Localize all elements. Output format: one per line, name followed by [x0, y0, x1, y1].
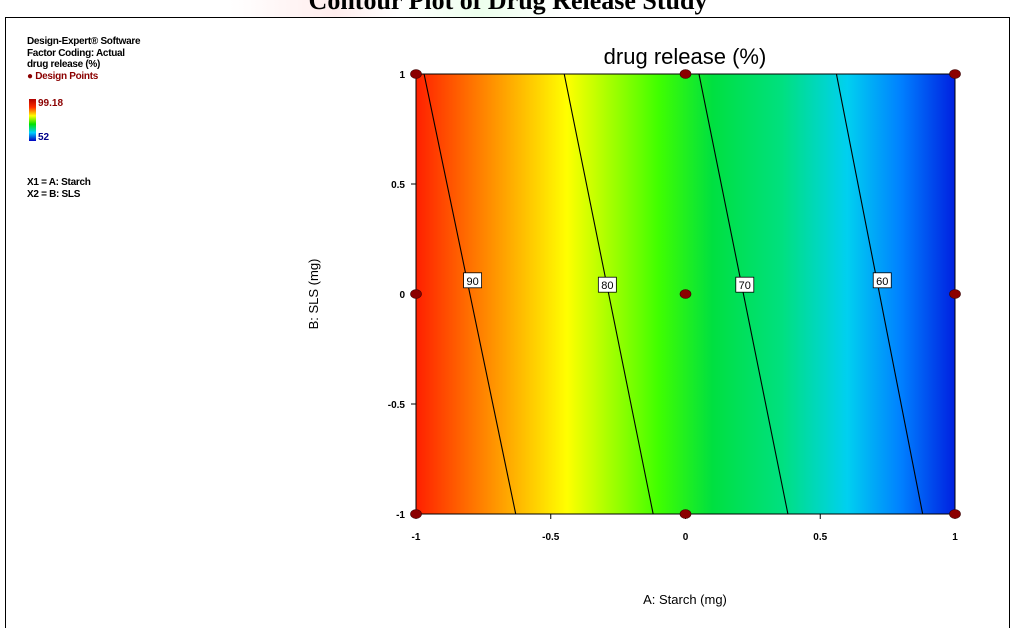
contour-label-box	[872, 272, 892, 289]
response-label: drug release (%)	[27, 59, 101, 70]
x-axis-label: A: Starch (mg)	[643, 592, 727, 607]
legend-max-value: 99.18	[38, 98, 64, 109]
contour-line-70	[698, 73, 789, 515]
contour-lines: 90 80 70 60	[423, 73, 924, 515]
x-tick-label: 0	[683, 532, 689, 543]
design-point	[949, 69, 961, 79]
legend-min-value: 52	[38, 132, 50, 143]
contour-label-60: 60	[876, 276, 888, 288]
contour-label-box	[597, 276, 617, 293]
y-axis-label: B: SLS (mg)	[306, 259, 321, 330]
design-point	[679, 509, 692, 519]
x1-label: X1 = A: Starch	[27, 177, 91, 188]
factor-coding-label: Factor Coding: Actual	[27, 47, 125, 59]
design-point	[679, 289, 692, 299]
x-tick-label: -1	[412, 532, 421, 543]
design-points-label: ● Design Points	[27, 70, 98, 82]
y-tick-label: 1	[399, 70, 405, 81]
contour-line-80	[563, 73, 654, 515]
chart-title: drug release (%)	[604, 44, 767, 69]
x-tick-label: 1	[952, 532, 958, 543]
contour-label-90: 90	[466, 276, 478, 288]
design-point	[410, 289, 422, 299]
design-point	[949, 289, 961, 299]
y-tick-label: 0	[399, 290, 405, 301]
color-legend-bar	[29, 99, 36, 141]
x2-label: X2 = B: SLS	[27, 188, 81, 200]
design-point	[949, 509, 961, 519]
contour-label-box	[735, 276, 755, 293]
x-tick-label: -0.5	[542, 532, 560, 543]
factor-info: X1 = A: Starch X2 = B: SLS	[27, 177, 91, 200]
x-tick-label: 0.5	[813, 532, 827, 543]
contour-label-box	[463, 272, 482, 289]
design-point	[410, 509, 422, 519]
page-title: Contour Plot of Drug Release Study	[308, 0, 708, 15]
contour-label-80: 80	[601, 280, 613, 292]
contour-label-70: 70	[739, 280, 751, 292]
y-tick-label: -0.5	[388, 400, 406, 411]
design-points	[410, 69, 961, 519]
design-point	[410, 69, 422, 79]
contour-line-90	[423, 73, 517, 515]
y-tick-label: 0.5	[391, 180, 405, 191]
software-label: Design-Expert® Software	[27, 36, 141, 47]
banner-strip	[230, 0, 650, 18]
y-tick-label: -1	[396, 510, 405, 521]
contour-line-60	[835, 73, 924, 515]
design-point	[679, 69, 692, 79]
figure-frame	[5, 17, 1010, 628]
info-panel: Design-Expert® Software Factor Coding: A…	[27, 36, 141, 82]
